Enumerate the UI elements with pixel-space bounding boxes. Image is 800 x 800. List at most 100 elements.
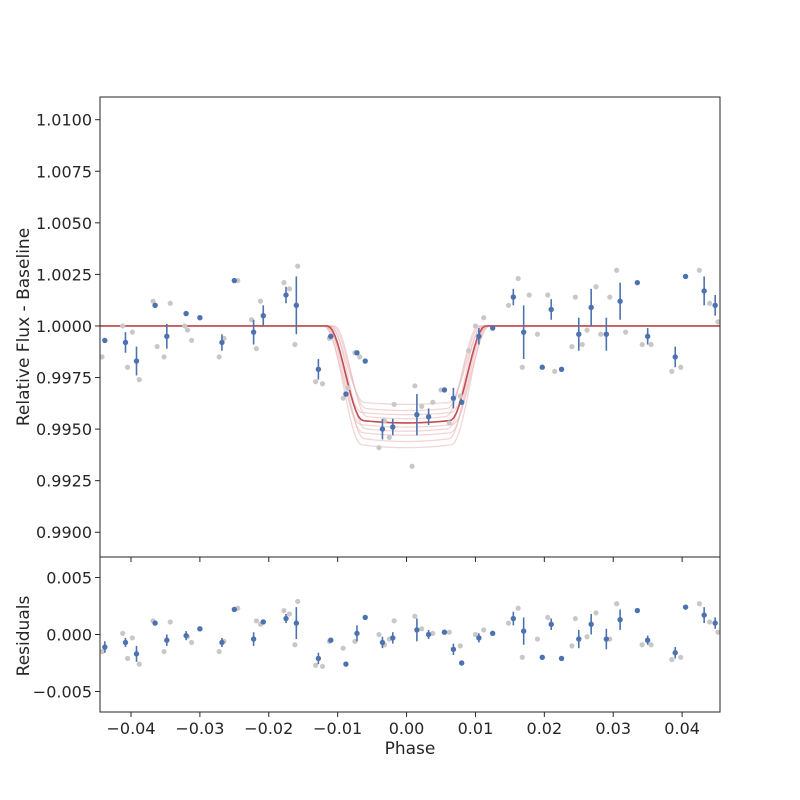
binned-data-point — [197, 315, 203, 321]
binned-data-point — [390, 635, 396, 641]
binned-data-point — [164, 637, 170, 643]
raw-data-point — [189, 639, 195, 646]
binned-data-point — [539, 654, 545, 660]
raw-data-point — [391, 401, 397, 407]
raw-data-point — [515, 605, 521, 611]
x-tick-label: 0.04 — [664, 719, 700, 738]
raw-data-point — [545, 614, 551, 621]
raw-data-point — [319, 381, 326, 387]
raw-data-point — [216, 354, 222, 360]
binned-data-point — [328, 333, 334, 339]
raw-data-point — [167, 619, 173, 625]
raw-data-point — [281, 280, 287, 286]
raw-data-point — [216, 648, 222, 655]
binned-data-point — [672, 354, 678, 360]
raw-data-point — [545, 292, 551, 298]
binned-data-point — [489, 325, 496, 331]
y-tick-label: 0.9900 — [36, 523, 92, 542]
binned-data-point — [414, 411, 420, 418]
x-tick-label: 0.00 — [389, 719, 425, 738]
binned-data-point — [458, 660, 465, 666]
raw-data-point — [614, 601, 620, 607]
x-tick-label: −0.04 — [106, 719, 155, 738]
binned-data-point — [548, 306, 554, 313]
binned-data-point — [328, 637, 334, 643]
raw-data-point — [161, 354, 167, 360]
binned-data-point — [315, 366, 322, 372]
binned-data-point — [476, 333, 482, 339]
raw-data-point — [409, 463, 415, 469]
y-tick-label: 1.0100 — [36, 111, 92, 130]
raw-data-point — [648, 642, 654, 648]
binned-data-point — [343, 391, 349, 397]
x-tick-label: −0.01 — [313, 719, 362, 738]
y-tick-label: 0.005 — [46, 569, 92, 588]
binned-data-point — [588, 304, 594, 311]
model-sample-curve-0 — [100, 325, 720, 406]
binned-data-point — [231, 606, 238, 613]
binned-data-point — [634, 279, 641, 286]
raw-data-point — [552, 368, 558, 374]
binned-data-point — [122, 339, 129, 346]
binned-data-point — [450, 395, 457, 401]
binned-data-point — [682, 273, 689, 280]
raw-data-point — [120, 630, 126, 636]
raw-data-point — [519, 364, 525, 370]
binned-data-point — [133, 358, 140, 364]
main-y-axis-label: Relative Flux - Baseline — [14, 228, 34, 426]
raw-data-point — [419, 403, 425, 410]
y-tick-label: −0.005 — [33, 682, 92, 701]
x-tick-label: 0.02 — [527, 719, 563, 738]
raw-data-point — [391, 618, 397, 624]
raw-data-point — [295, 598, 301, 605]
raw-data-point — [715, 319, 721, 325]
binned-data-point — [343, 661, 349, 667]
binned-data-point — [539, 364, 545, 370]
binned-data-point — [122, 639, 129, 646]
raw-data-point — [376, 631, 382, 638]
raw-data-point — [696, 267, 702, 273]
raw-data-point — [189, 337, 195, 344]
best-fit-model-line — [100, 325, 720, 424]
binned-data-point — [712, 302, 718, 309]
binned-data-point — [250, 636, 257, 642]
binned-data-point — [510, 615, 517, 622]
binned-data-point — [379, 426, 386, 432]
raw-data-point — [623, 329, 629, 335]
raw-data-point — [639, 341, 645, 348]
raw-data-point — [593, 284, 599, 290]
raw-data-point — [579, 341, 585, 348]
raw-data-point — [481, 627, 487, 633]
raw-data-point — [292, 341, 298, 348]
raw-data-point — [446, 629, 452, 635]
raw-data-point — [124, 364, 131, 370]
raw-data-point — [648, 341, 654, 348]
binned-data-point — [390, 424, 396, 430]
binned-data-point — [558, 655, 565, 662]
binned-data-point — [634, 607, 641, 614]
raw-data-point — [669, 368, 675, 374]
y-tick-label: 0.000 — [46, 626, 92, 645]
binned-data-point — [603, 636, 610, 642]
x-tick-label: 0.03 — [595, 719, 631, 738]
binned-data-point — [672, 650, 678, 656]
raw-data-point — [182, 323, 188, 329]
binned-data-point — [133, 651, 140, 657]
raw-data-point — [526, 292, 532, 298]
raw-data-point — [639, 642, 645, 648]
raw-data-point — [534, 331, 541, 337]
binned-data-point — [425, 631, 432, 638]
binned-data-point — [293, 620, 300, 626]
raw-data-point — [515, 275, 521, 282]
binned-data-point — [283, 615, 289, 622]
axes-frame-1 — [99, 556, 721, 713]
raw-data-point — [313, 379, 319, 385]
raw-data-point — [345, 385, 351, 391]
raw-data-point — [184, 327, 191, 333]
y-tick-label: 1.0050 — [36, 214, 92, 233]
raw-data-point — [505, 302, 512, 308]
raw-data-point — [669, 656, 675, 663]
x-tick-label: −0.03 — [175, 719, 224, 738]
raw-data-point — [598, 331, 604, 337]
